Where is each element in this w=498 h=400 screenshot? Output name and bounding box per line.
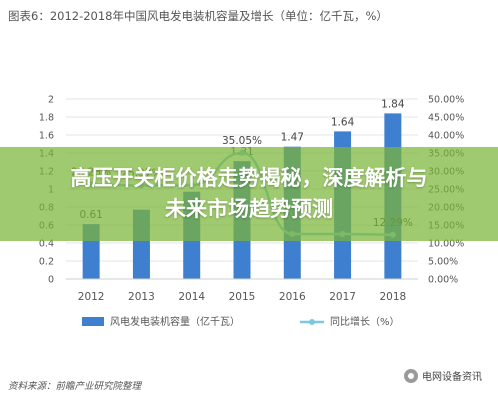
headline-line-1: 高压开关柜价格走势揭秘，深度解析与 bbox=[70, 166, 428, 190]
legend-line-label: 同比增长（%） bbox=[330, 315, 400, 328]
x-tick-label: 2017 bbox=[329, 291, 356, 303]
legend-bar-swatch bbox=[82, 317, 104, 326]
headline-banner: 高压开关柜价格走势揭秘，深度解析与 未来市场趋势预测 bbox=[0, 147, 498, 241]
x-tick-label: 2018 bbox=[379, 291, 406, 303]
y2-tick-label: 50.00% bbox=[428, 95, 464, 106]
headline-line-2: 未来市场趋势预测 bbox=[165, 197, 333, 221]
wechat-label: 电网设备资讯 bbox=[422, 372, 482, 383]
x-tick-label: 2013 bbox=[128, 291, 155, 303]
y2-tick-label: 5.00% bbox=[428, 257, 458, 268]
y2-tick-label: 40.00% bbox=[428, 131, 464, 142]
y2-tick-label: 45.00% bbox=[428, 113, 464, 124]
line-value-label: 35.05% bbox=[222, 135, 262, 147]
chart-legend: 风电发电装机容量（亿千瓦） 同比增长（%） bbox=[82, 315, 400, 328]
wechat-icon bbox=[404, 368, 418, 383]
bar-value-label: 1.64 bbox=[331, 116, 355, 128]
x-tick-label: 2012 bbox=[78, 291, 105, 303]
x-tick-label: 2015 bbox=[229, 291, 256, 303]
y-tick-label: 2 bbox=[48, 95, 54, 106]
y-tick-label: 0 bbox=[48, 275, 54, 286]
source-note: 资料来源：前瞻产业研究院整理 bbox=[8, 381, 142, 392]
bar-value-label: 1.47 bbox=[281, 132, 304, 144]
y-tick-label: 0.4 bbox=[39, 239, 54, 250]
y-tick-label: 0.2 bbox=[39, 257, 54, 268]
x-tick-label: 2014 bbox=[178, 291, 205, 303]
legend-line-marker bbox=[309, 319, 315, 325]
x-axis: 2012 2013 2014 2015 2016 2017 2018 bbox=[66, 278, 418, 303]
wechat-badge: 电网设备资讯 bbox=[404, 368, 482, 383]
y2-tick-label: 10.00% bbox=[428, 239, 464, 250]
y-tick-label: 1.8 bbox=[39, 113, 54, 124]
y-tick-label: 1.6 bbox=[39, 131, 54, 142]
y2-tick-label: 0.00% bbox=[428, 275, 458, 286]
chart-title: 图表6：2012-2018年中国风电发电装机容量及增长（单位：亿千瓦，%） bbox=[8, 9, 388, 23]
legend-bar-label: 风电发电装机容量（亿千瓦） bbox=[110, 315, 240, 328]
bar-value-label: 1.84 bbox=[381, 98, 405, 110]
x-tick-label: 2016 bbox=[279, 291, 306, 303]
